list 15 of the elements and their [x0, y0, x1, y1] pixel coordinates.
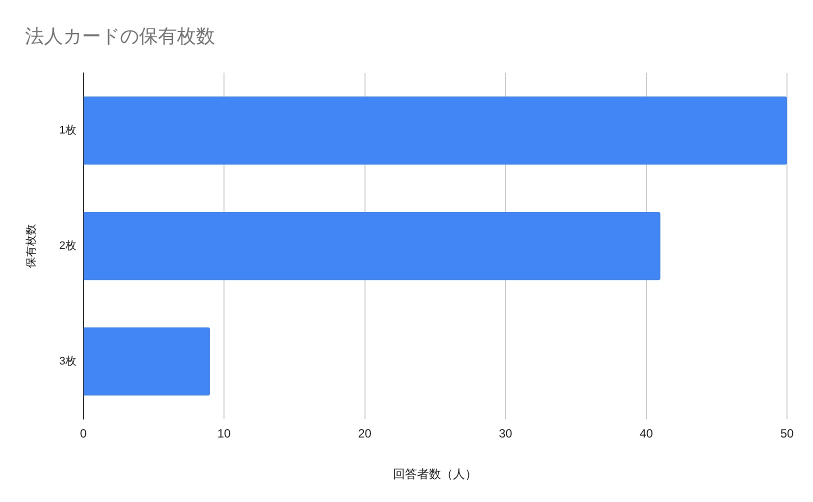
y-tick-label: 2枚: [59, 240, 76, 252]
bar: [84, 96, 787, 165]
x-tick-label: 30: [498, 426, 513, 441]
x-tick-label: 10: [217, 426, 232, 441]
x-tick-label: 40: [640, 426, 654, 441]
x-tick-label: 20: [358, 426, 372, 441]
x-tick-label: 0: [80, 426, 87, 441]
chart-title: 法人カードの保有枚数: [25, 26, 215, 48]
y-tick-label: 1枚: [59, 124, 76, 137]
y-axis-title: 保有枚数: [26, 224, 38, 268]
x-axis-title: 回答者数（人）: [393, 467, 478, 482]
y-tick-label: 3枚: [59, 356, 76, 368]
bar: [84, 212, 660, 280]
bar: [84, 327, 210, 396]
x-tick-label: 50: [780, 426, 794, 441]
